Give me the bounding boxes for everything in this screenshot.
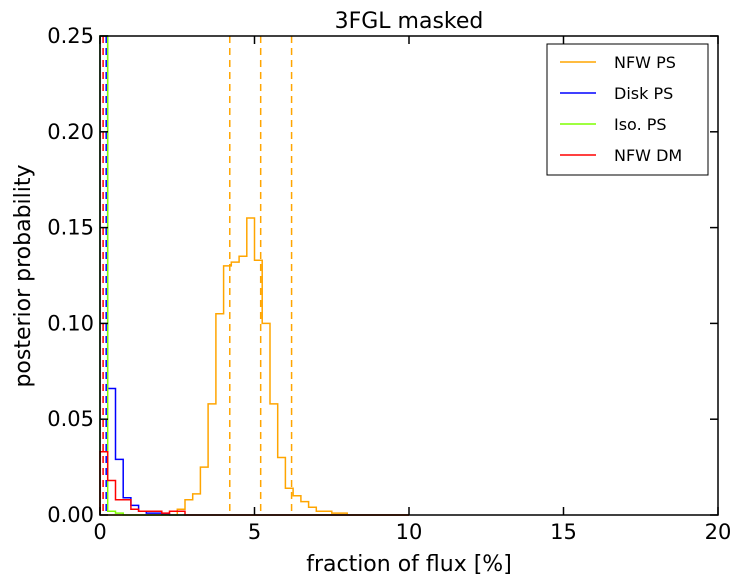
legend-label: Disk PS — [614, 84, 673, 103]
y-tick-label: 0.15 — [47, 216, 94, 240]
legend-label: NFW PS — [614, 53, 676, 72]
y-tick-label: 0.05 — [47, 407, 94, 431]
y-tick-label: 0.25 — [47, 24, 94, 48]
x-axis-title: fraction of flux [%] — [306, 552, 512, 577]
y-tick-label: 0.20 — [47, 120, 94, 144]
chart-title: 3FGL masked — [335, 9, 484, 34]
legend-entries: NFW PS Disk PS Iso. PS NFW DM — [560, 53, 682, 165]
y-axis-title: posterior probability — [11, 164, 36, 387]
legend-label: NFW DM — [614, 146, 682, 165]
series-line-nfw-ps — [100, 217, 409, 516]
median-lines — [102, 36, 293, 515]
x-tick-label: 0 — [93, 520, 106, 544]
legend-box — [546, 43, 709, 176]
legend-label: Iso. PS — [614, 115, 667, 134]
legend: NFW PS Disk PS Iso. PS NFW DM — [546, 43, 709, 176]
x-tick-label: 20 — [705, 520, 732, 544]
y-tick-label: 0.10 — [47, 311, 94, 335]
x-tick-label: 15 — [550, 520, 577, 544]
axis-ticks — [99, 35, 719, 516]
y-tick-labels: 0.00 0.05 0.10 0.15 0.20 0.25 — [47, 24, 94, 527]
x-tick-label: 10 — [396, 520, 423, 544]
x-tick-label: 5 — [248, 520, 261, 544]
x-tick-labels: 0 5 10 15 20 — [93, 520, 731, 544]
y-tick-label: 0.00 — [47, 503, 94, 527]
